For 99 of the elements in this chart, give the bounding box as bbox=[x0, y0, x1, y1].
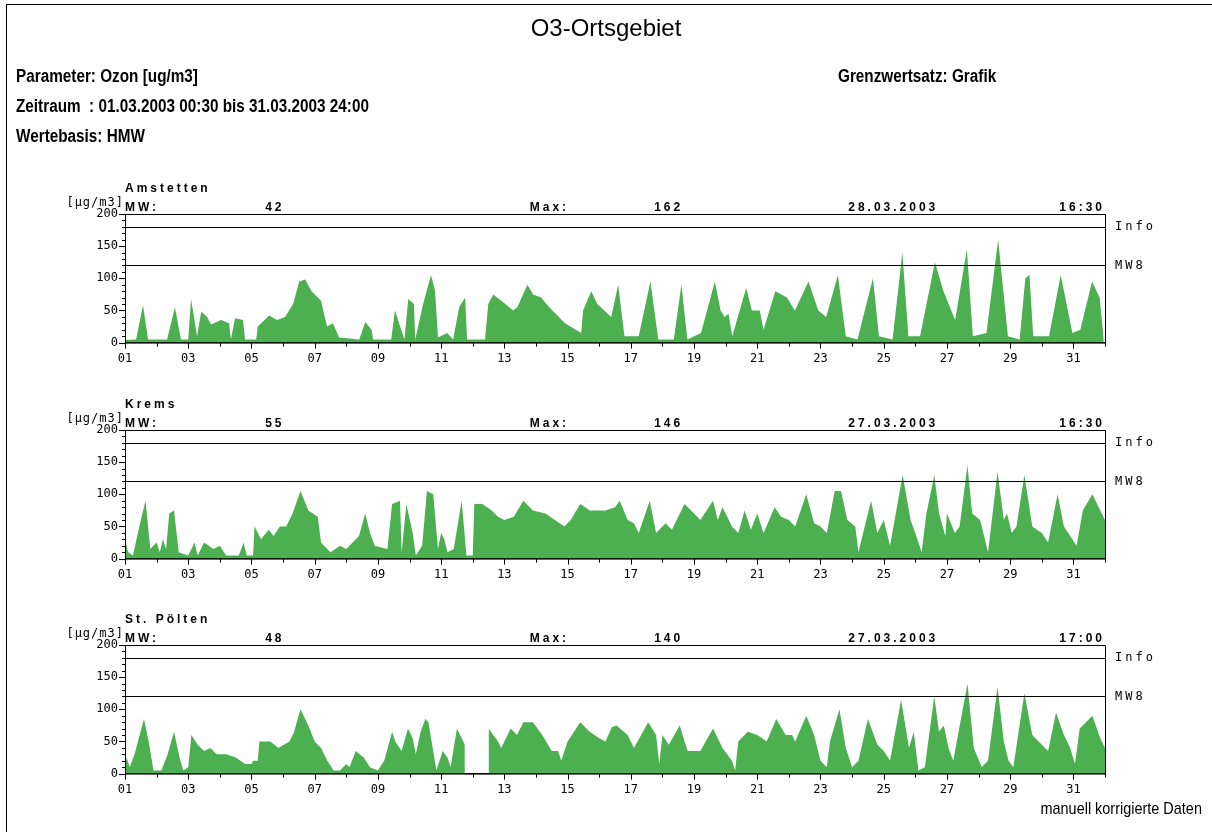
x-tick-label: 15 bbox=[560, 350, 575, 365]
text: 16:30 bbox=[1059, 200, 1105, 214]
x-tick-label: 13 bbox=[497, 781, 512, 796]
text: Zeitraum : 01.03.2003 00:30 bis 31.03.2003 24:00 bbox=[16, 96, 369, 117]
x-tick-label: 01 bbox=[117, 350, 133, 365]
y-tick-label: 200 bbox=[96, 206, 118, 221]
y-axis-title: [µg/m3] bbox=[66, 411, 124, 425]
ref-line-label: Info bbox=[1115, 434, 1156, 449]
x-tick-label: 03 bbox=[181, 781, 196, 796]
ref-line-label: MW8 bbox=[1115, 688, 1146, 703]
y-tick-label: 200 bbox=[96, 422, 118, 437]
x-tick-label: 19 bbox=[686, 350, 702, 365]
y-tick-label: 100 bbox=[96, 701, 118, 716]
x-tick-label: 15 bbox=[560, 566, 575, 581]
text: 16:30 bbox=[1059, 416, 1105, 430]
ref-line-label: MW8 bbox=[1115, 473, 1146, 488]
x-tick-label: 01 bbox=[117, 781, 133, 796]
text: O3-Ortsgebiet bbox=[529, 14, 683, 42]
text: 140 bbox=[654, 631, 684, 645]
ref-line-label: Info bbox=[1115, 218, 1156, 233]
text: 28.03.2003 bbox=[848, 200, 939, 214]
y-tick-label: 150 bbox=[96, 454, 118, 469]
x-tick-label: 13 bbox=[497, 566, 512, 581]
x-tick-label: 09 bbox=[370, 566, 386, 581]
x-tick-label: 25 bbox=[876, 566, 891, 581]
x-tick-label: 05 bbox=[244, 350, 259, 365]
x-tick-label: 03 bbox=[181, 350, 196, 365]
ref-line-label: MW8 bbox=[1115, 257, 1146, 272]
x-tick-label: 23 bbox=[813, 350, 828, 365]
x-tick-label: 27 bbox=[939, 566, 955, 581]
x-tick-label: 13 bbox=[497, 350, 512, 365]
x-tick-label: 21 bbox=[750, 350, 765, 365]
text: 48 bbox=[265, 631, 285, 645]
chart-title: Krems bbox=[125, 397, 178, 411]
text: 146 bbox=[654, 416, 684, 430]
x-tick-label: 31 bbox=[1066, 566, 1081, 581]
x-tick-label: 11 bbox=[433, 566, 449, 581]
y-tick-label: 50 bbox=[103, 302, 118, 317]
y-tick-label: 0 bbox=[110, 550, 118, 565]
y-tick-label: 50 bbox=[103, 518, 118, 533]
x-tick-label: 23 bbox=[813, 781, 828, 796]
x-tick-label: 03 bbox=[181, 566, 196, 581]
y-tick-label: 100 bbox=[96, 486, 118, 501]
text: MW: bbox=[125, 200, 160, 214]
x-tick-label: 17 bbox=[623, 566, 639, 581]
text: Wertebasis: HMW bbox=[16, 126, 145, 147]
text: 27.03.2003 bbox=[848, 631, 939, 645]
y-tick-label: 50 bbox=[103, 733, 118, 748]
text: 27.03.2003 bbox=[848, 416, 939, 430]
text: 17:00 bbox=[1059, 631, 1105, 645]
y-axis-title: [µg/m3] bbox=[66, 195, 124, 209]
x-tick-label: 31 bbox=[1066, 350, 1081, 365]
chart-title: St. Pölten bbox=[125, 612, 211, 626]
text: Max: bbox=[529, 200, 570, 214]
x-tick-label: 01 bbox=[117, 566, 133, 581]
x-tick-label: 17 bbox=[623, 781, 639, 796]
x-tick-label: 21 bbox=[750, 781, 765, 796]
x-tick-label: 17 bbox=[623, 350, 639, 365]
y-axis-title: [µg/m3] bbox=[66, 626, 124, 640]
y-tick-label: 0 bbox=[110, 334, 118, 349]
x-tick-label: 05 bbox=[244, 566, 259, 581]
x-tick-label: 27 bbox=[939, 781, 955, 796]
text: MW: bbox=[125, 631, 160, 645]
text: 55 bbox=[265, 416, 285, 430]
x-tick-label: 09 bbox=[370, 781, 386, 796]
chart-title: Amstetten bbox=[125, 181, 211, 195]
text: Max: bbox=[529, 416, 570, 430]
x-tick-label: 07 bbox=[307, 350, 322, 365]
x-tick-label: 07 bbox=[307, 781, 322, 796]
y-tick-label: 200 bbox=[96, 637, 118, 652]
text: Max: bbox=[529, 631, 570, 645]
x-tick-label: 15 bbox=[560, 781, 575, 796]
x-tick-label: 19 bbox=[686, 566, 702, 581]
x-tick-label: 05 bbox=[244, 781, 259, 796]
x-tick-label: 11 bbox=[433, 781, 449, 796]
x-tick-label: 27 bbox=[939, 350, 955, 365]
x-tick-label: 29 bbox=[1002, 781, 1018, 796]
text: MW: bbox=[125, 416, 160, 430]
y-tick-label: 0 bbox=[110, 765, 118, 780]
x-tick-label: 09 bbox=[370, 350, 386, 365]
text: 162 bbox=[654, 200, 684, 214]
y-tick-label: 100 bbox=[96, 270, 118, 285]
y-tick-label: 150 bbox=[96, 669, 118, 684]
y-tick-label: 150 bbox=[96, 238, 118, 253]
ref-line-label: Info bbox=[1115, 649, 1156, 664]
x-tick-label: 23 bbox=[813, 566, 828, 581]
x-tick-label: 29 bbox=[1002, 350, 1018, 365]
text: 42 bbox=[265, 200, 285, 214]
x-tick-label: 25 bbox=[876, 781, 891, 796]
x-tick-label: 07 bbox=[307, 566, 322, 581]
text: manuell korrigierte Daten bbox=[1040, 799, 1202, 819]
text: Grenzwertsatz: Grafik bbox=[838, 66, 997, 87]
x-tick-label: 21 bbox=[750, 566, 765, 581]
text: Parameter: Ozon [ug/m3] bbox=[16, 66, 198, 87]
x-tick-label: 31 bbox=[1066, 781, 1081, 796]
x-tick-label: 11 bbox=[433, 350, 449, 365]
x-tick-label: 25 bbox=[876, 350, 891, 365]
x-tick-label: 19 bbox=[686, 781, 702, 796]
x-tick-label: 29 bbox=[1002, 566, 1018, 581]
